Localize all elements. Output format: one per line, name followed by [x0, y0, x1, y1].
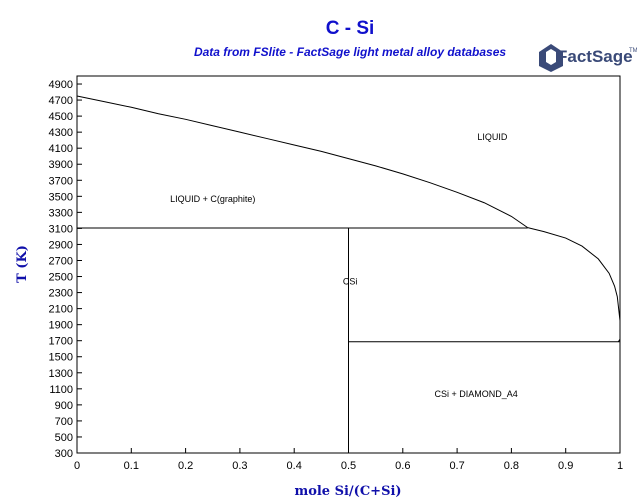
y-axis-ticks: 300 500 700 900 1100 1300 1500 1700 1900 2100 2300…	[49, 79, 82, 460]
phase-region-label: LIQUID + C(graphite)	[170, 194, 255, 204]
x-tick-label: 0	[74, 460, 80, 472]
y-tick-label: 500	[55, 432, 73, 444]
x-tick-label: 0.4	[287, 460, 302, 472]
chart-subtitle: Data from FSlite - FactSage light metal …	[193, 45, 507, 59]
phase-region-label: CSi + DIAMOND_A4	[434, 389, 517, 399]
phase-boundaries	[76, 95, 621, 453]
y-tick-label: 1100	[49, 384, 73, 396]
phase-boundary-liquidus-silicon-side	[527, 227, 621, 321]
y-tick-label: 300	[55, 448, 73, 460]
phase-boundary-Si-side-solidus	[617, 338, 621, 343]
factsage-logo: FactSage TM	[539, 44, 637, 72]
x-tick-label: 1	[617, 460, 623, 472]
x-tick-label: 0.5	[341, 460, 356, 472]
y-tick-label: 4900	[49, 79, 73, 91]
y-tick-label: 2300	[49, 288, 73, 300]
factsage-logo-trademark: TM	[629, 48, 637, 54]
y-tick-label: 4100	[49, 143, 73, 155]
y-tick-label: 2500	[49, 272, 73, 284]
factsage-logo-text: FactSage	[557, 47, 633, 66]
y-tick-label: 3500	[49, 191, 73, 203]
y-tick-label: 3300	[49, 207, 73, 219]
y-tick-label: 1500	[49, 352, 73, 364]
x-tick-label: 0.2	[178, 460, 193, 472]
y-tick-label: 4700	[49, 95, 73, 107]
phase-region-labels: LIQUID LIQUID + C(graphite) CSi CSi + DIAMO…	[170, 132, 518, 399]
x-tick-label: 0.9	[558, 460, 573, 472]
y-tick-label: 4500	[49, 111, 73, 123]
chart-title: C - Si	[325, 18, 375, 39]
x-tick-label: 0.3	[232, 460, 247, 472]
y-tick-label: 1300	[49, 368, 73, 380]
x-tick-label: 0.7	[449, 460, 464, 472]
y-tick-label: 1700	[49, 336, 73, 348]
y-tick-label: 2100	[49, 304, 73, 316]
phase-region-label: LIQUID	[477, 132, 508, 142]
y-tick-label: 3700	[49, 175, 73, 187]
x-tick-label: 0.1	[124, 460, 139, 472]
y-tick-label: 700	[55, 416, 73, 428]
y-tick-label: 3900	[49, 159, 73, 171]
y-tick-label: 900	[55, 400, 73, 412]
y-tick-label: 2900	[49, 239, 73, 251]
y-tick-label: 2700	[49, 255, 73, 267]
y-axis-title: T (K)	[15, 245, 30, 283]
phase-boundary-liquidus-graphite	[76, 95, 528, 229]
phase-region-label: CSi	[343, 277, 358, 287]
x-tick-label: 0.8	[504, 460, 519, 472]
y-tick-label: 1900	[49, 320, 73, 332]
x-axis-title: mole Si/(C+Si)	[294, 484, 401, 499]
x-tick-label: 0.6	[395, 460, 410, 472]
y-tick-label: 4300	[49, 127, 73, 139]
y-tick-label: 3100	[49, 223, 73, 235]
factsage-logo-icon	[539, 44, 563, 72]
